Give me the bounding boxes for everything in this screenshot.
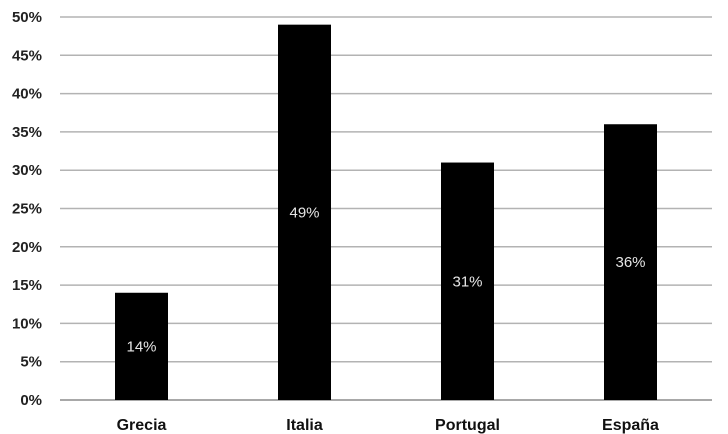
y-tick-label: 25% [12,201,42,218]
gridlines [60,16,712,401]
data-label: 49% [289,204,319,221]
x-tick-label: Italia [286,417,323,434]
y-tick-label: 15% [12,277,42,294]
y-tick-label: 0% [20,392,42,409]
data-label: 14% [126,338,156,355]
bar [115,292,168,400]
bars [115,24,657,401]
y-tick-label: 10% [12,315,42,332]
y-axis-tick-labels: 0% 5% 10% 15% 20% 25% 30% 35% 40% 45% 50% [12,9,42,409]
x-tick-label: Grecia [117,417,167,434]
y-tick-label: 45% [12,47,42,64]
x-axis-category-labels: Grecia Italia Portugal España [117,417,659,434]
y-tick-label: 40% [12,86,42,103]
y-tick-label: 35% [12,124,42,141]
bar [278,24,331,400]
x-tick-label: Portugal [435,417,500,434]
data-labels: 14% 49% 31% 36% [126,204,645,355]
y-tick-label: 50% [12,9,42,26]
y-tick-label: 5% [20,354,42,371]
data-label: 31% [452,273,482,290]
y-tick-label: 30% [12,162,42,179]
bar [441,162,494,400]
x-tick-label: España [602,417,659,434]
data-label: 36% [615,254,645,271]
bar [604,124,657,401]
y-tick-label: 20% [12,239,42,256]
